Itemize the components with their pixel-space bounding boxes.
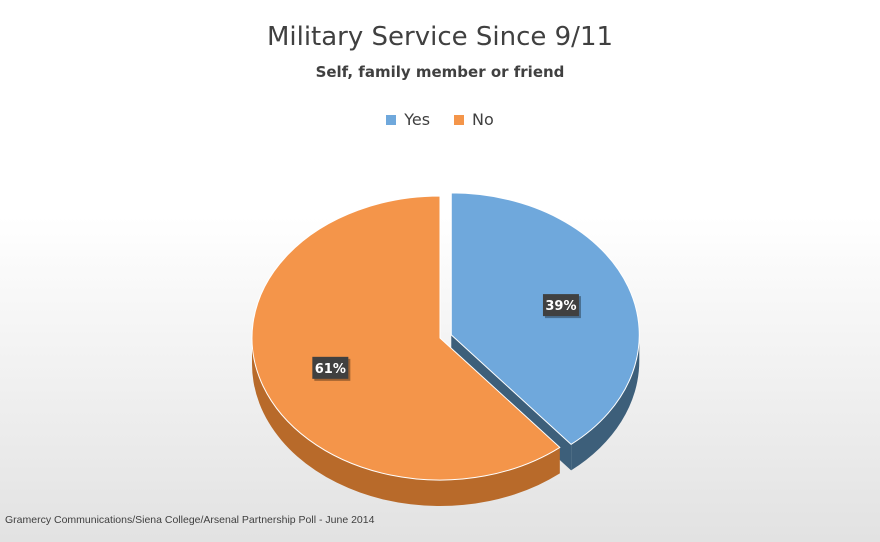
source-note: Gramercy Communications/Siena College/Ar… [5,514,375,526]
legend-swatch-no [454,114,465,125]
pie-slice-yes [450,192,640,445]
legend: Yes No [0,110,880,129]
data-label-text-yes: 39% [545,299,576,314]
legend-item-no: No [454,110,494,129]
data-label-yes: 39% [542,294,581,319]
legend-swatch-yes [386,114,397,125]
pie-side-no [252,338,560,506]
chart-subtitle: Self, family member or friend [315,63,565,81]
pie-slice-no [251,195,561,481]
data-label-box-no [312,356,349,379]
legend-label-no: No [472,110,494,129]
data-label-box-yes [542,294,579,317]
data-label-no: 61% [312,356,351,381]
chart-title: Military Service Since 9/11 [266,22,614,52]
legend-label-yes: Yes [404,110,431,129]
data-label-text-no: 61% [315,362,346,377]
pie-side-yes [571,334,640,471]
legend-item-yes: Yes [386,110,430,129]
